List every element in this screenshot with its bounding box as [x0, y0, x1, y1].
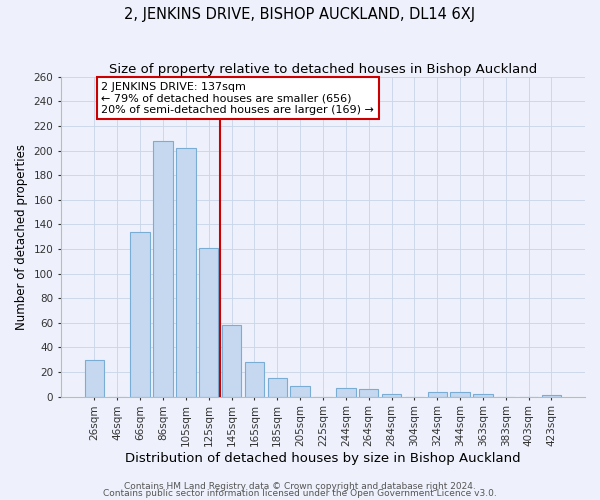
Bar — [130, 232, 150, 396]
Bar — [451, 392, 470, 396]
Text: 2, JENKINS DRIVE, BISHOP AUCKLAND, DL14 6XJ: 2, JENKINS DRIVE, BISHOP AUCKLAND, DL14 … — [124, 8, 476, 22]
Bar — [176, 148, 196, 396]
X-axis label: Distribution of detached houses by size in Bishop Auckland: Distribution of detached houses by size … — [125, 452, 521, 465]
Text: Contains HM Land Registry data © Crown copyright and database right 2024.: Contains HM Land Registry data © Crown c… — [124, 482, 476, 491]
Bar — [199, 248, 218, 396]
Title: Size of property relative to detached houses in Bishop Auckland: Size of property relative to detached ho… — [109, 62, 537, 76]
Bar — [85, 360, 104, 397]
Bar — [473, 394, 493, 396]
Text: Contains public sector information licensed under the Open Government Licence v3: Contains public sector information licen… — [103, 490, 497, 498]
Text: 2 JENKINS DRIVE: 137sqm
← 79% of detached houses are smaller (656)
20% of semi-d: 2 JENKINS DRIVE: 137sqm ← 79% of detache… — [101, 82, 374, 115]
Bar — [154, 140, 173, 396]
Bar — [290, 386, 310, 396]
Bar — [382, 394, 401, 396]
Bar — [245, 362, 264, 396]
Bar — [268, 378, 287, 396]
Bar — [359, 390, 379, 396]
Bar — [222, 326, 241, 396]
Bar — [336, 388, 356, 396]
Bar — [428, 392, 447, 396]
Y-axis label: Number of detached properties: Number of detached properties — [15, 144, 28, 330]
